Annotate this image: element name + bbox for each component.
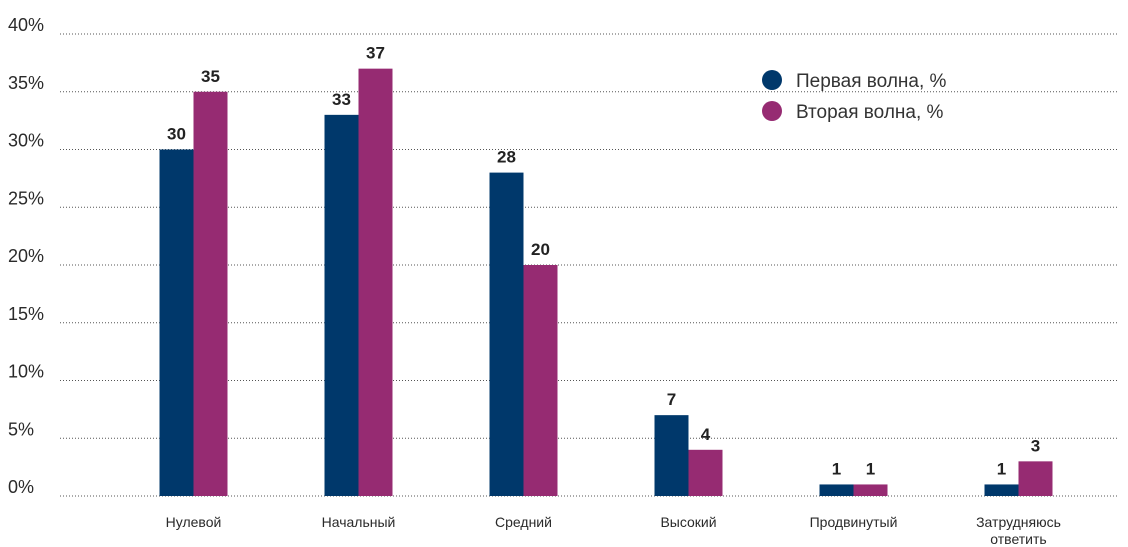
data-labels: 30 35 33 37 28 20 7 4 1 1 1 3 — [167, 44, 1040, 479]
bar — [819, 484, 854, 496]
legend-label: Первая волна, % — [796, 71, 947, 92]
bar-value-label: 30 — [167, 125, 186, 144]
x-tick-label: Затрудняюсь — [976, 514, 1061, 530]
bar-value-label: 28 — [497, 148, 516, 167]
y-tick-label: 40% — [8, 15, 44, 35]
legend-background — [762, 70, 1002, 90]
bar-value-label: 35 — [201, 67, 220, 86]
bar — [159, 149, 194, 496]
y-tick-label: 5% — [8, 419, 34, 439]
bar-value-label: 37 — [366, 44, 385, 63]
legend: Первая волна, % Вторая волна, % — [762, 70, 1002, 123]
bar — [1018, 461, 1053, 496]
grid-lines — [60, 33, 1118, 497]
legend-label: Вторая волна, % — [796, 102, 944, 123]
bar — [688, 449, 723, 496]
y-tick-label: 35% — [8, 73, 44, 93]
legend-marker — [762, 101, 782, 121]
bar-value-label: 4 — [701, 425, 711, 444]
bar-value-label: 20 — [531, 240, 550, 259]
bar-value-label: 3 — [1031, 436, 1040, 455]
y-tick-label: 10% — [8, 362, 44, 382]
bars — [159, 68, 1053, 497]
bar-value-label: 7 — [667, 390, 676, 409]
legend-background — [762, 101, 1002, 121]
bar — [984, 484, 1019, 496]
bar — [523, 265, 558, 496]
y-tick-label: 30% — [8, 131, 44, 151]
bar — [193, 91, 228, 496]
bar — [324, 114, 359, 496]
x-tick-label: Нулевой — [166, 514, 222, 530]
x-tick-label: Продвинутый — [810, 514, 898, 530]
bar-value-label: 1 — [866, 459, 875, 478]
x-tick-label: Начальный — [322, 514, 396, 530]
x-tick-label: Средний — [495, 514, 552, 530]
y-tick-label: 20% — [8, 246, 44, 266]
y-tick-label: 25% — [8, 188, 44, 208]
bar-value-label: 1 — [997, 459, 1006, 478]
x-axis-ticks: Нулевой Начальный Средний Высокий Продвинуты… — [166, 514, 1061, 547]
y-tick-label: 15% — [8, 304, 44, 324]
bar — [358, 68, 393, 497]
x-tick-label: ответить — [990, 531, 1046, 547]
bar-value-label: 33 — [332, 90, 351, 109]
y-tick-label: 0% — [8, 477, 34, 497]
bar — [853, 484, 888, 496]
x-tick-label: Высокий — [660, 514, 716, 530]
y-axis-ticks: 0% 5% 10% 15% 20% 25% 30% 35% 40% — [8, 15, 44, 497]
bar — [489, 172, 524, 496]
bar-value-label: 1 — [832, 459, 841, 478]
bar — [654, 415, 689, 496]
legend-marker — [762, 70, 782, 90]
